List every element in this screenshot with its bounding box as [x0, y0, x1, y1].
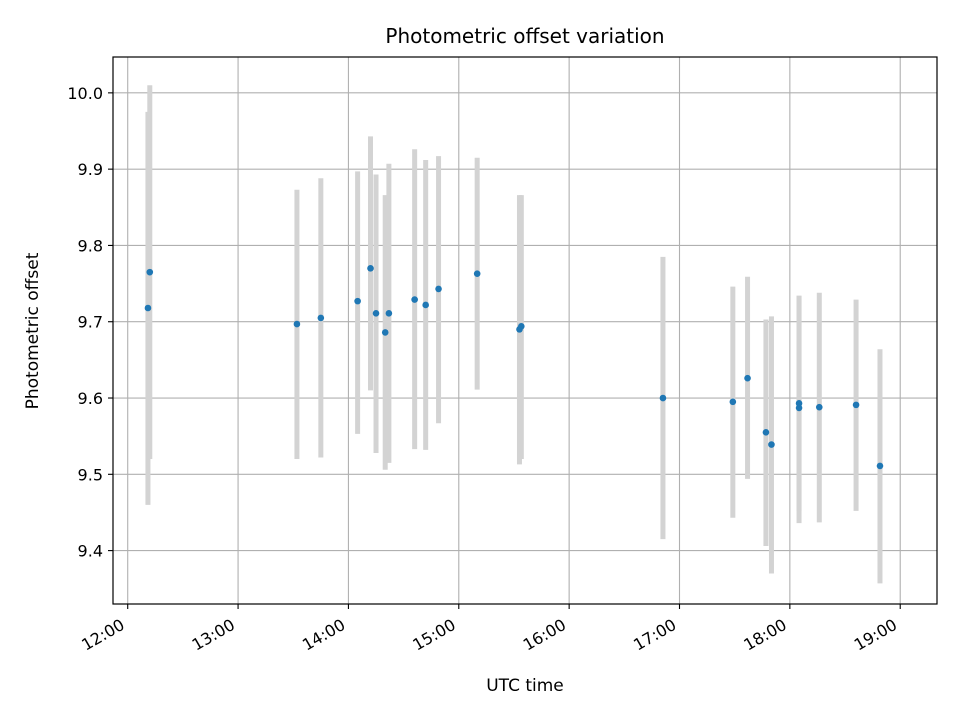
y-tick-label: 9.6: [78, 389, 103, 408]
y-tick-label: 9.5: [78, 465, 103, 484]
data-point: [385, 310, 393, 317]
data-points: [144, 265, 884, 470]
chart-title: Photometric offset variation: [385, 24, 664, 48]
data-point: [659, 394, 667, 402]
y-tick-label: 9.4: [78, 542, 103, 561]
data-point: [381, 329, 389, 336]
data-point: [146, 268, 154, 276]
y-tick-label: 10.0: [67, 84, 103, 103]
data-point: [762, 429, 770, 436]
data-point: [372, 310, 380, 317]
data-point: [518, 323, 525, 330]
data-point: [473, 270, 481, 277]
data-point: [768, 441, 775, 448]
data-point: [144, 304, 152, 312]
data-point: [815, 403, 823, 411]
y-axis-ticks: 9.4 9.5 9.6 9.7 9.8 9.9 10.0: [67, 84, 113, 561]
data-point: [317, 314, 325, 322]
data-point: [435, 285, 442, 293]
data-point: [795, 400, 803, 407]
y-tick-label: 9.7: [78, 313, 103, 332]
y-tick-label: 9.9: [78, 160, 103, 179]
data-point: [876, 462, 884, 470]
data-point: [367, 265, 374, 272]
data-point: [354, 297, 361, 305]
plot-frame: [112, 56, 938, 605]
data-point: [293, 320, 301, 328]
data-point: [411, 296, 418, 303]
y-axis-title: Photometric offset: [23, 252, 43, 409]
data-point: [744, 374, 751, 382]
data-point: [422, 301, 429, 309]
data-point: [795, 404, 803, 412]
data-point: [729, 398, 737, 406]
data-point: [852, 401, 860, 409]
x-axis-title: UTC time: [486, 676, 564, 696]
grid-lines: [113, 57, 937, 604]
y-tick-label: 9.8: [78, 236, 103, 255]
